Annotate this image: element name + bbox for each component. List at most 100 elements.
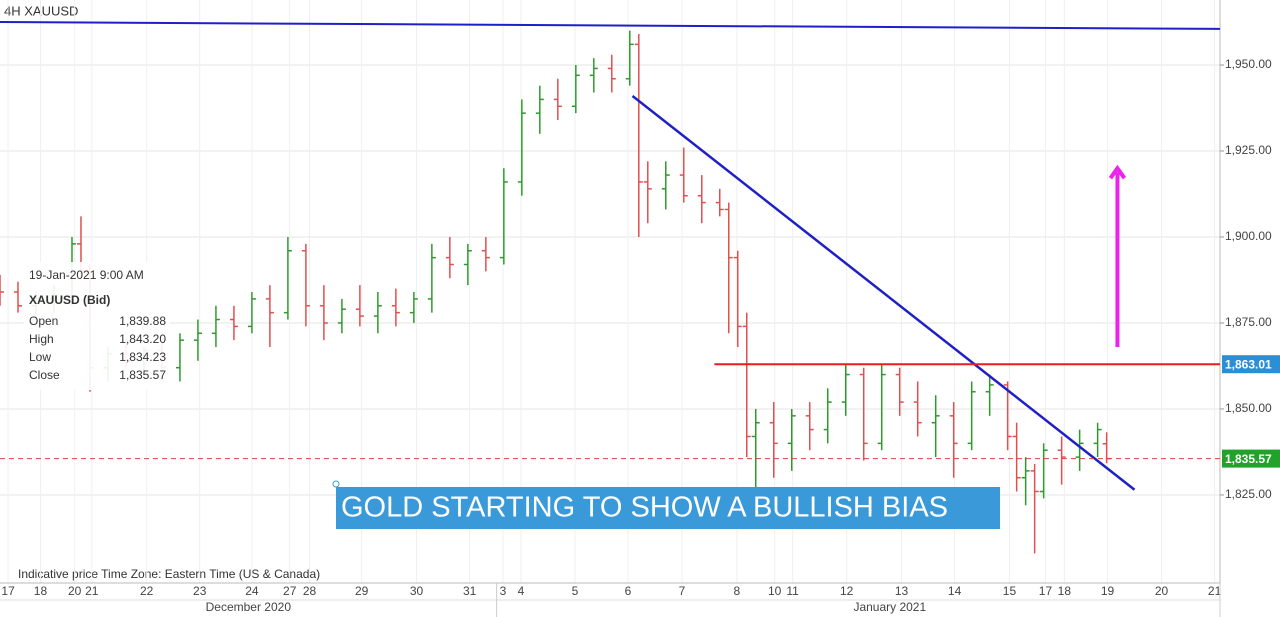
x-tick-label: 3 xyxy=(500,584,507,598)
info-value: 1,835.57 xyxy=(119,368,166,382)
x-tick-label: 21 xyxy=(1208,584,1222,598)
x-tick-label: 17 xyxy=(1039,584,1053,598)
ohlc-bar xyxy=(1075,429,1084,471)
ohlc-bar xyxy=(1039,443,1048,499)
x-tick-label: 27 xyxy=(283,584,297,598)
x-tick-label: 22 xyxy=(140,584,154,598)
ohlc-bar xyxy=(607,54,616,93)
footer-note: Indicative price Time Zone: Eastern Time… xyxy=(18,567,320,581)
x-tick-label: 28 xyxy=(303,584,317,598)
ohlc-bar xyxy=(373,292,382,334)
ohlc-bar xyxy=(481,236,490,272)
ohlc-bar xyxy=(1030,463,1039,554)
ohlc-bar xyxy=(499,168,508,265)
info-label: Low xyxy=(29,350,51,364)
ohlc-bar xyxy=(265,285,274,348)
ohlc-bar xyxy=(787,408,796,471)
ohlc-bar xyxy=(445,236,454,279)
ohlc-bar xyxy=(841,364,850,416)
info-value: 1,843.20 xyxy=(119,332,166,346)
ohlc-bar xyxy=(409,292,418,323)
ohlc-bar xyxy=(517,99,526,196)
annotation-text: GOLD STARTING TO SHOW A BULLISH BIAS xyxy=(341,492,948,524)
x-tick-label: 11 xyxy=(786,584,799,598)
x-tick-label: 12 xyxy=(840,584,854,598)
info-date: 19-Jan-2021 9:00 AM xyxy=(29,268,144,282)
ohlc-bar xyxy=(643,161,652,224)
ohlc-bar xyxy=(1021,457,1030,506)
price-badge-label: 1,835.57 xyxy=(1225,452,1272,466)
ohlc-bar xyxy=(949,402,958,478)
ohlc-bar xyxy=(625,30,634,86)
ohlc-bar xyxy=(697,175,706,224)
y-tick-label: 1,950.00 xyxy=(1225,57,1272,71)
y-tick-label: 1,825.00 xyxy=(1225,487,1272,501)
info-value: 1,834.23 xyxy=(119,350,166,364)
y-tick-label: 1,900.00 xyxy=(1225,229,1272,243)
ohlc-bar xyxy=(913,381,922,437)
ohlc-bar xyxy=(715,188,724,217)
ohlc-bar xyxy=(571,65,580,114)
ohlc-bar xyxy=(427,243,436,313)
x-tick-label: 13 xyxy=(895,584,909,598)
ohlc-bar xyxy=(211,305,220,348)
x-tick-label: 18 xyxy=(34,584,48,598)
chart-title: 4H XAUUSD xyxy=(4,3,78,18)
month-label: January 2021 xyxy=(853,600,926,614)
ohlc-bar xyxy=(337,298,346,334)
ohlc-bar xyxy=(535,85,544,134)
ohlc-bar xyxy=(823,388,832,444)
info-value: 1,839.88 xyxy=(119,314,166,328)
ohlc-bar xyxy=(877,364,886,451)
ohlc-bar xyxy=(283,236,292,320)
ohlc-bar xyxy=(985,374,994,416)
ohlc-bar xyxy=(247,292,256,334)
ohlc-bar xyxy=(724,202,733,334)
ohlc-bar xyxy=(859,367,868,461)
x-tick-label: 14 xyxy=(948,584,962,598)
x-tick-label: 30 xyxy=(410,584,424,598)
ohlc-bar xyxy=(391,288,400,327)
x-tick-label: 18 xyxy=(1058,584,1072,598)
ohlc-bar xyxy=(175,333,184,382)
x-tick-label: 20 xyxy=(68,584,82,598)
ohlc-bar xyxy=(967,381,976,451)
y-tick-label: 1,875.00 xyxy=(1225,315,1272,329)
x-tick-label: 31 xyxy=(463,584,477,598)
annotation-box xyxy=(336,487,1000,529)
x-tick-label: 21 xyxy=(85,584,99,598)
ohlc-bar xyxy=(895,367,904,416)
anchor-dot xyxy=(332,480,340,488)
x-tick-label: 10 xyxy=(768,584,782,598)
y-tick-label: 1,925.00 xyxy=(1225,143,1272,157)
ohlc-bar xyxy=(733,250,742,348)
x-tick-label: 29 xyxy=(355,584,369,598)
grid xyxy=(0,0,1220,583)
x-tick-label: 24 xyxy=(245,584,259,598)
x-tick-label: 8 xyxy=(734,584,741,598)
ohlc-bar xyxy=(769,402,778,478)
ohlc-bar xyxy=(319,285,328,341)
ohlc-bar xyxy=(589,58,598,93)
ohlc-bar xyxy=(229,305,238,341)
price-badge-label: 1,863.01 xyxy=(1225,357,1272,371)
ohlc-bar xyxy=(13,281,22,313)
ohlc-bar xyxy=(661,161,670,210)
x-tick-label: 23 xyxy=(193,584,207,598)
month-label: December 2020 xyxy=(206,600,292,614)
ohlc-bar xyxy=(1057,436,1066,485)
info-label: Close xyxy=(29,368,60,382)
ohlc-bar xyxy=(1093,422,1102,458)
x-tick-label: 5 xyxy=(572,584,579,598)
x-tick-label: 4 xyxy=(518,584,525,598)
info-label: Open xyxy=(29,314,58,328)
ohlc-bar xyxy=(931,395,940,458)
price-badge xyxy=(1222,355,1280,374)
ohlc-bar xyxy=(0,274,4,306)
ohlc-bar xyxy=(805,402,814,451)
info-box xyxy=(24,262,170,390)
trendline-line xyxy=(631,94,1136,491)
ohlc-bar xyxy=(301,243,310,327)
bullish-arrow-head xyxy=(1108,164,1127,180)
